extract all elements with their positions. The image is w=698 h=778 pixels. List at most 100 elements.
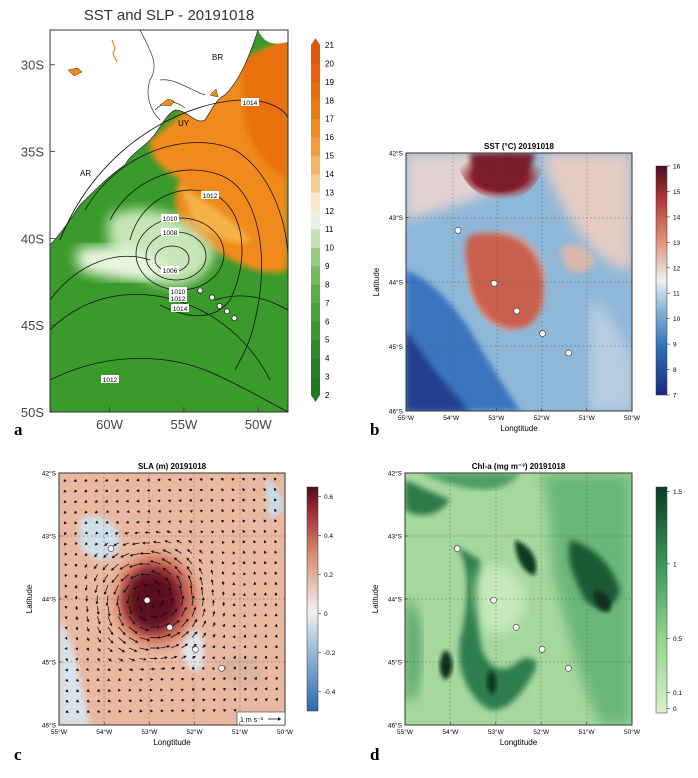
contour-label: 1008 (163, 230, 178, 237)
colorbar-swatch (311, 284, 320, 303)
colorbar-tick-label: 2 (325, 391, 330, 400)
colorbar-swatch (311, 211, 320, 230)
colorbar-arrow-low (311, 395, 320, 402)
station-marker (198, 288, 203, 293)
colorbar-tick-label: 8 (673, 367, 677, 374)
contour-label: 1012 (171, 296, 186, 303)
contour-label: 1014 (173, 306, 188, 313)
region-label-ar: AR (80, 169, 91, 178)
colorbar-tick-label: 15 (325, 152, 334, 161)
station-marker (566, 350, 572, 356)
x-axis-label: Longtitude (153, 738, 191, 747)
y-tick-label: 43°S (42, 533, 57, 541)
colorbar-tick-label: 17 (325, 115, 334, 124)
station-marker (539, 646, 545, 652)
x-axis-label: Longtitude (500, 738, 538, 747)
x-tick-label: 53°W (488, 728, 505, 736)
colorbar-tick-label: 0.4 (324, 533, 333, 540)
colorbar-tick-label: 5 (325, 336, 330, 345)
y-tick-label: 44°S (388, 596, 403, 604)
colorbar-tick-label: 1 (673, 561, 677, 568)
colorbar-tick-label: -0.2 (324, 650, 336, 657)
colorbar-swatch (311, 303, 320, 322)
y-tick-label: 35S (21, 145, 44, 160)
station-marker (565, 665, 571, 671)
x-tick-label: 52°W (533, 728, 550, 736)
colorbar-tick-label: 21 (325, 41, 334, 50)
station-marker (219, 665, 225, 671)
contour-label: 1012 (203, 193, 218, 200)
y-axis-label: Latitude (25, 584, 34, 613)
colorbar-swatch (311, 45, 320, 64)
colorbar-sla-c (307, 487, 318, 711)
panel-letter-d: d (370, 745, 379, 765)
region-label-uy: UY (178, 119, 190, 128)
panel-c-title: SLA (m) 20191018 (138, 462, 207, 471)
y-tick-label: 42°S (42, 470, 57, 478)
colorbar-swatch (311, 266, 320, 285)
colorbar-swatch (311, 100, 320, 119)
colorbar-tick-label: 9 (325, 262, 330, 271)
colorbar-tick-label: 4 (325, 354, 330, 363)
colorbar-tick-label: 10 (673, 316, 681, 323)
colorbar-swatch (311, 137, 320, 156)
panel-b-title: SST (°C) 20191018 (484, 142, 554, 151)
y-tick-label: 44°S (42, 596, 57, 604)
x-tick-label: 51°W (579, 728, 596, 736)
station-marker (210, 295, 215, 300)
contour-label: 1006 (163, 268, 178, 275)
x-tick-label: 52°W (534, 414, 551, 422)
y-tick-label: 43°S (389, 214, 404, 222)
y-tick-label: 45S (21, 318, 44, 333)
x-tick-label: 50W (245, 417, 272, 432)
station-marker (217, 303, 222, 308)
colorbar-tick-label: 13 (325, 188, 334, 197)
y-tick-label: 42°S (389, 150, 404, 158)
colorbar-arrow-high (311, 38, 320, 45)
colorbar-swatch (311, 156, 320, 175)
station-marker (455, 227, 461, 233)
colorbar-swatch (311, 248, 320, 267)
colorbar-swatch (311, 377, 320, 396)
y-tick-label: 45°S (389, 343, 404, 351)
colorbar-swatch (311, 229, 320, 248)
y-tick-label: 45°S (388, 659, 403, 667)
colorbar-tick-label: 6 (325, 317, 330, 326)
colorbar-tick-label: 19 (325, 78, 334, 87)
x-tick-label: 50°W (624, 728, 641, 736)
region-label-br: BR (212, 53, 223, 62)
panel-c-sla-map (59, 473, 285, 725)
x-tick-label: 53°W (488, 414, 505, 422)
y-tick-label: 44°S (389, 279, 404, 287)
station-marker (224, 309, 229, 314)
panel-letter-c: c (14, 745, 22, 765)
station-marker (108, 546, 114, 552)
colorbar-tick-label: 11 (325, 225, 334, 234)
colorbar-tick-label: 0.6 (324, 494, 333, 501)
panel-letter-b: b (370, 420, 379, 440)
colorbar-swatch (311, 82, 320, 101)
y-axis-label: Latitude (371, 584, 380, 613)
colorbar-swatch (311, 340, 320, 359)
colorbar-swatch (311, 174, 320, 193)
colorbar-tick-label: 15 (673, 189, 681, 196)
y-tick-label: 46°S (389, 408, 404, 416)
y-tick-label: 42°S (388, 470, 403, 478)
x-tick-label: 54°W (443, 414, 460, 422)
station-marker (540, 331, 546, 337)
colorbar-tick-label: 9 (673, 342, 677, 349)
colorbar-tick-label: 12 (325, 207, 334, 216)
station-marker (232, 316, 237, 321)
x-tick-label: 55W (171, 417, 198, 432)
colorbar-tick-label: 14 (325, 170, 334, 179)
colorbar-tick-label: 7 (325, 299, 330, 308)
colorbar-tick-label: 18 (325, 96, 334, 105)
station-marker (513, 624, 519, 630)
y-tick-label: 46°S (388, 722, 403, 730)
station-marker (514, 308, 520, 314)
station-marker (193, 646, 199, 652)
y-tick-label: 40S (21, 231, 44, 246)
colorbar-tick-label: 0.5 (673, 636, 682, 643)
x-tick-label: 50°W (277, 728, 294, 736)
colorbar-tick-label: 12 (673, 265, 681, 272)
